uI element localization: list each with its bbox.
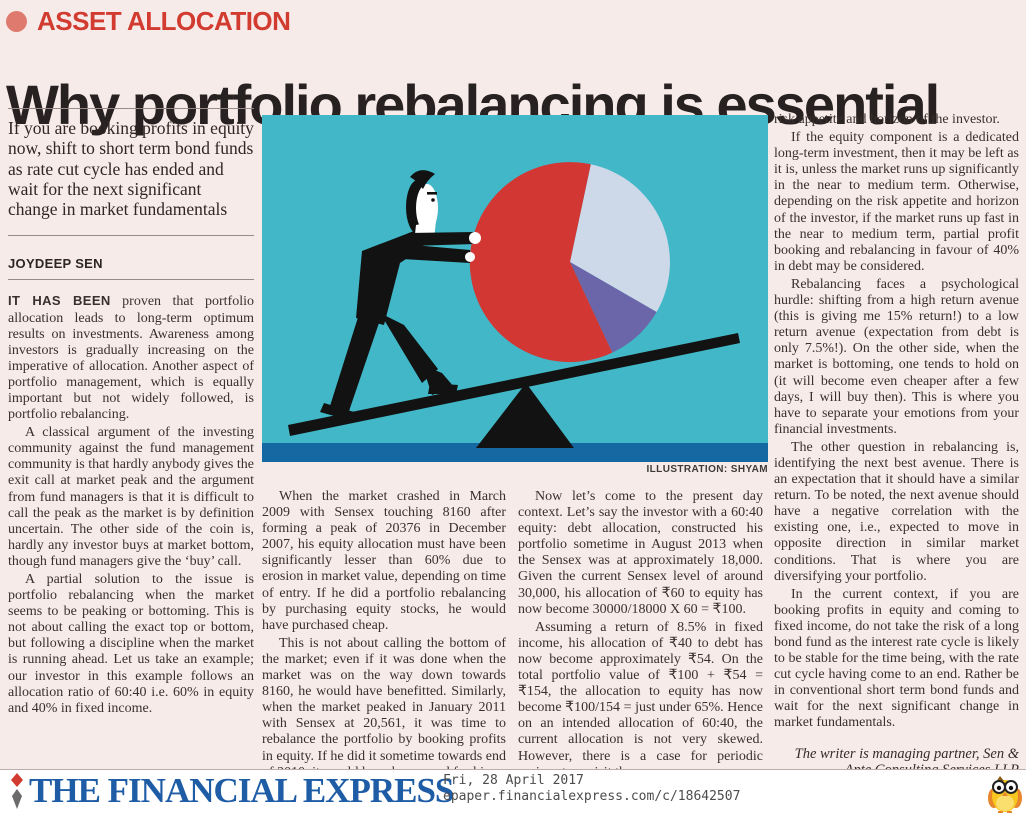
paragraph: Assuming a return of 8.5% in fixed incom… [518,619,763,772]
figure-torso [356,231,424,325]
figure-front-foot [428,383,458,394]
figure-hand-2 [465,252,475,262]
section-kicker: ASSET ALLOCATION [6,6,291,37]
pie-slice-purple [570,262,657,353]
epaper-url-link[interactable]: epaper.financialexpress.com/c/18642507 [443,789,741,805]
section-label: ASSET ALLOCATION [37,6,291,36]
figure-hand [469,232,481,244]
pie-chart-ball [469,162,670,363]
article-illustration [262,115,768,462]
pie-slice-red [469,162,613,363]
illustration-ground [262,443,768,462]
article-column-3: Now let’s come to the present day contex… [518,487,763,772]
pie-slice-lavender [570,164,670,312]
paragraph: risk appetite and horizon of the investo… [774,112,1000,127]
owl-logo [988,776,1022,813]
edition-date: Fri, 28 April 2017 [443,773,584,788]
section-dot-icon [6,11,27,32]
paragraph: A classical argument of the investing co… [8,425,254,569]
paragraph: In the current context, if you are booki… [774,586,1019,731]
paragraph: IT HAS BEEN proven that portfolio alloca… [8,292,254,423]
paragraph: The other question in rebalancing is, id… [774,439,1019,584]
standfirst: If you are booking profits in equity now… [8,108,254,237]
figure-back-foot [320,403,354,421]
paragraph: This is not about calling the bottom of … [262,635,506,772]
figure-front-thigh [380,313,438,383]
article-column-2: When the market crashed in March 2009 wi… [262,487,506,772]
column-1-body: IT HAS BEEN proven that portfolio alloca… [8,292,254,716]
newspaper-masthead: THE FINANCIAL EXPRESS [29,771,454,810]
seesaw-plank [288,333,740,436]
article-column-1: If you are booking profits in equity now… [8,108,254,776]
seesaw-pie-illustration [262,115,768,462]
pushing-figure [320,170,481,421]
footer-meta: Fri, 28 April 2017 epaper.financialexpre… [443,773,740,806]
figure-eyebrow [427,192,437,195]
seesaw-fulcrum [476,383,574,448]
paragraph: Now let’s come to the present day contex… [518,489,763,617]
figure-hair-top [410,170,435,189]
paragraph: Rebalancing faces a psychological hurdle… [774,276,1019,437]
masthead-icon [11,773,23,809]
article-column-4: risk appetite and horizon of the investo… [774,110,1019,772]
figure-eye [431,198,435,202]
byline: JOYDEEP SEN [8,236,254,281]
paragraph: When the market crashed in March 2009 wi… [262,489,506,633]
paragraph: A partial solution to the issue is portf… [8,572,254,716]
figure-upper-arm [408,232,475,246]
writer-credit: The writer is managing partner, Sen & Ap… [794,745,1019,772]
lead-in: IT HAS BEEN [8,293,111,309]
paragraph-text: proven that portfolio allocation leads t… [8,294,254,423]
paragraph: If the equity component is a dedicated l… [774,130,1019,274]
epaper-footer: THE FINANCIAL EXPRESS Fri, 28 April 2017… [0,769,1026,813]
illustration-credit: ILLUSTRATION: SHYAM [646,464,768,475]
figure-face [416,184,438,232]
figure-back-leg [330,311,380,414]
